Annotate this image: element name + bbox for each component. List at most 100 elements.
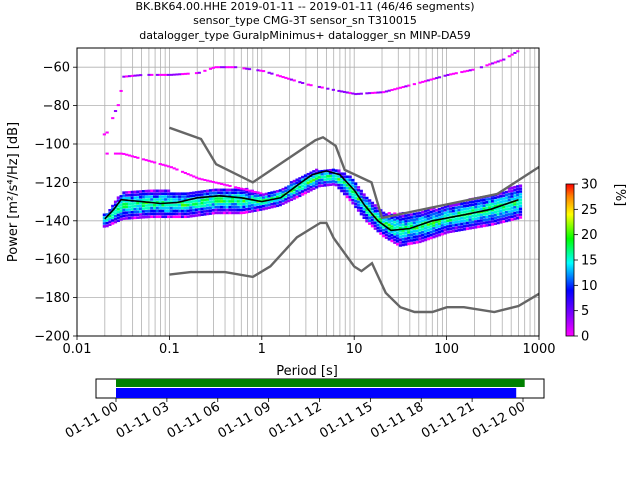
density-cell xyxy=(178,212,182,216)
density-cell xyxy=(161,215,165,219)
density-cell xyxy=(183,72,187,75)
density-cell xyxy=(331,183,335,186)
density-cell xyxy=(365,196,369,200)
density-cell xyxy=(443,205,447,209)
density-cell xyxy=(331,88,335,91)
density-cell xyxy=(496,210,500,213)
density-cell xyxy=(303,183,308,186)
density-cell xyxy=(437,233,442,237)
density-cell xyxy=(250,195,254,199)
density-cell xyxy=(306,83,310,86)
density-cell xyxy=(404,85,408,88)
density-cell xyxy=(454,223,458,227)
density-cell xyxy=(460,222,464,226)
density-cell xyxy=(499,206,503,210)
density-cell xyxy=(133,202,137,205)
density-cell xyxy=(373,218,377,222)
density-cell xyxy=(175,168,179,171)
density-cell xyxy=(496,60,500,63)
density-cell xyxy=(122,194,126,197)
density-cell xyxy=(312,178,316,182)
density-cell xyxy=(421,239,425,243)
density-cell xyxy=(228,197,232,200)
density-cell xyxy=(225,211,229,215)
density-cell xyxy=(326,183,330,187)
density-cell xyxy=(463,222,467,225)
density-cell xyxy=(180,201,185,204)
density-cell xyxy=(342,192,347,196)
density-cell xyxy=(348,195,352,199)
low-noise-model-line xyxy=(169,221,539,314)
density-cell xyxy=(245,193,249,197)
density-cell xyxy=(130,205,134,208)
density-cell xyxy=(488,212,492,215)
density-cell xyxy=(404,237,408,240)
density-cell xyxy=(477,205,481,208)
density-cell xyxy=(139,74,143,77)
density-cell xyxy=(474,223,478,226)
density-cell xyxy=(468,218,472,221)
density-cell xyxy=(275,74,280,77)
density-cell xyxy=(485,64,489,67)
density-cell xyxy=(507,207,511,210)
density-cell xyxy=(242,208,246,212)
density-cell xyxy=(206,206,210,210)
density-cell xyxy=(326,172,330,175)
density-cell xyxy=(432,215,436,219)
density-cell xyxy=(301,82,305,85)
density-cell xyxy=(315,168,319,172)
density-cell xyxy=(111,207,115,211)
density-cell xyxy=(317,85,322,88)
density-cell xyxy=(261,199,266,202)
density-cell xyxy=(141,192,146,196)
density-cell xyxy=(393,221,397,224)
density-cell xyxy=(169,203,173,207)
density-cell xyxy=(479,204,484,208)
density-cell xyxy=(407,242,411,246)
density-cell xyxy=(111,210,115,214)
density-cell xyxy=(150,192,154,196)
density-cell xyxy=(376,223,380,227)
density-cell xyxy=(359,209,363,213)
density-cell xyxy=(158,189,162,193)
density-cell xyxy=(471,214,475,218)
density-cell xyxy=(398,229,403,233)
density-cell xyxy=(404,220,408,223)
density-cell xyxy=(516,205,520,208)
density-cell xyxy=(340,186,344,190)
density-cell xyxy=(102,219,106,222)
density-cell xyxy=(457,223,461,226)
density-cell xyxy=(396,234,400,237)
density-cell xyxy=(368,219,372,223)
density-cell xyxy=(119,89,123,92)
density-cell xyxy=(122,205,126,209)
density-cell xyxy=(490,220,495,223)
density-cell xyxy=(127,211,132,214)
colorbar-tick-label: 10 xyxy=(581,279,598,294)
density-cell xyxy=(409,227,414,231)
density-cell xyxy=(426,231,430,235)
density-cell xyxy=(345,189,349,193)
density-cell xyxy=(435,229,439,232)
density-cell xyxy=(499,220,503,224)
density-cell xyxy=(245,188,249,191)
density-cell xyxy=(449,221,453,225)
density-cell xyxy=(144,215,148,219)
density-cell xyxy=(477,213,481,217)
colorbar-tick-label: 15 xyxy=(581,254,598,269)
density-cell xyxy=(507,204,511,208)
density-cell xyxy=(234,197,238,200)
density-cell xyxy=(105,221,109,225)
density-cell xyxy=(309,171,313,175)
density-cell xyxy=(418,214,422,218)
density-cell xyxy=(119,215,123,218)
density-cell xyxy=(186,192,190,195)
density-cell xyxy=(203,178,207,181)
y-axis-label: Power [m²/s⁴/Hz] [dB] xyxy=(6,122,21,262)
density-cell xyxy=(122,208,126,212)
x-tick-label: 10 xyxy=(346,342,363,357)
density-cell xyxy=(502,214,506,218)
density-cell xyxy=(401,217,405,221)
density-cell xyxy=(451,206,456,210)
density-cell xyxy=(111,222,115,225)
